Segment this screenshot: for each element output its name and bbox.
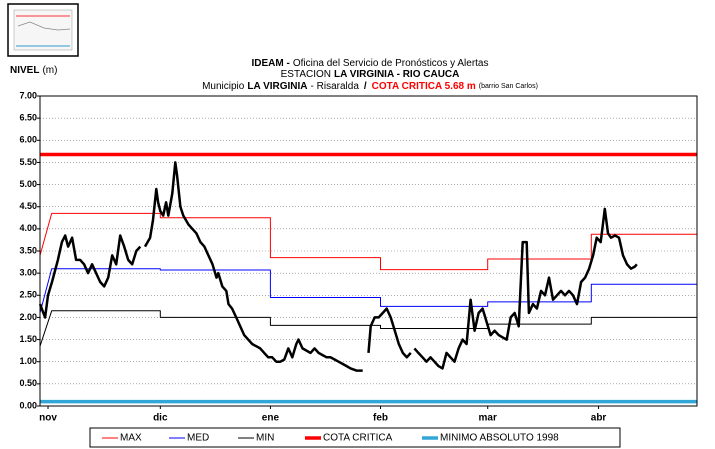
title-part: - Risaralda	[311, 81, 360, 92]
series-line	[40, 269, 697, 313]
y-tick-label: 0.00	[19, 400, 37, 410]
title-part: COTA CRITICA 5.68 m	[372, 81, 476, 92]
series-line	[40, 213, 697, 269]
legend-label: COTA CRITICA	[323, 433, 393, 444]
y-tick-label: 3.50	[19, 245, 37, 255]
x-tick-label: mar	[479, 413, 497, 424]
y-label-part: (m)	[42, 65, 57, 76]
x-tick-label: feb	[373, 413, 388, 424]
y-axis-label: NIVEL(m)	[10, 65, 57, 76]
axes: 0.00 0.50 1.00 1.50 2.00 2.50 3.00 3.50 4.00 4.50…	[19, 90, 606, 423]
x-tick-label: abr	[591, 413, 607, 424]
title-part: ESTACION	[281, 69, 331, 80]
title-line: IDEAM -Oficina del Servicio de Pronóstic…	[252, 58, 489, 69]
plot-lines	[40, 155, 697, 402]
x-tick-label: dic	[153, 413, 168, 424]
legend-label: MAX	[120, 433, 142, 444]
y-tick-label: 4.50	[19, 201, 37, 211]
legend-label: MINIMO ABSOLUTO 1998	[440, 433, 559, 444]
y-tick-label: 7.00	[19, 90, 37, 100]
title-part: /	[364, 81, 367, 92]
y-tick-label: 2.00	[19, 312, 37, 322]
x-tick-label: nov	[39, 413, 57, 424]
title-part: (barrio San Carlos)	[479, 83, 538, 90]
y-label-part: NIVEL	[10, 65, 39, 76]
legend-label: MED	[187, 433, 209, 444]
title-part: LA VIRGINIA	[247, 81, 307, 92]
y-tick-label: 3.00	[19, 268, 37, 278]
y-tick-label: 4.00	[19, 223, 37, 233]
y-tick-label: 1.50	[19, 334, 37, 344]
y-tick-label: 5.50	[19, 157, 37, 167]
legend-label: MIN	[256, 433, 274, 444]
y-tick-label: 0.50	[19, 378, 37, 388]
title-part: IDEAM -	[252, 58, 290, 69]
x-tick-label: ene	[262, 413, 280, 424]
y-tick-label: 6.00	[19, 135, 37, 145]
grid	[40, 96, 697, 406]
title-part: LA VIRGINIA - RIO CAUCA	[334, 69, 459, 80]
title-part: Municipio	[202, 81, 245, 92]
y-tick-label: 5.00	[19, 179, 37, 189]
title-part: Oficina del Servicio de Pronósticos y Al…	[293, 58, 489, 69]
y-tick-label: 6.50	[19, 113, 37, 123]
y-tick-label: 1.00	[19, 356, 37, 366]
chart: IDEAM -Oficina del Servicio de Pronóstic…	[0, 0, 715, 449]
thumbnail	[8, 4, 78, 56]
y-tick-label: 2.50	[19, 290, 37, 300]
